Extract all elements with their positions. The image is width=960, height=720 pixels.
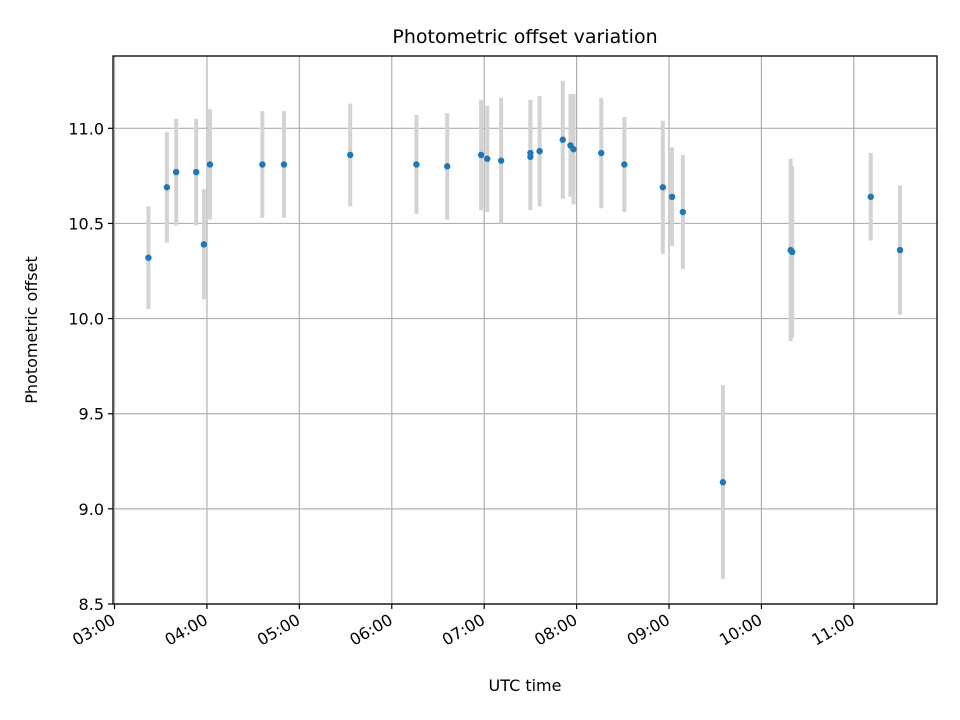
- x-tick-label: 03:00: [69, 610, 118, 650]
- data-point: [497, 157, 505, 164]
- data-point: [668, 193, 676, 201]
- x-tick-label: 10:00: [716, 610, 765, 650]
- data-point: [280, 161, 288, 168]
- data-point: [172, 168, 180, 176]
- data-point: [679, 208, 687, 216]
- data-point: [527, 149, 534, 157]
- data-point: [719, 479, 727, 486]
- data-point: [559, 136, 566, 143]
- data-point: [413, 161, 420, 168]
- data-point: [163, 184, 171, 191]
- y-axis-label: Photometric offset: [22, 256, 41, 404]
- data-point: [259, 161, 266, 168]
- x-tick-label: 09:00: [624, 610, 673, 650]
- y-tick-label: 9.5: [79, 405, 104, 424]
- data-point: [659, 184, 667, 191]
- tick-layer: 03:00 04:00 05:00 06:00 07:00 08:00 09:00 10:00…: [68, 119, 857, 649]
- data-point: [621, 161, 628, 168]
- x-tick-label: 07:00: [439, 610, 488, 650]
- x-tick-label: 11:00: [808, 610, 857, 650]
- data-point: [192, 168, 200, 176]
- data-point: [867, 193, 874, 201]
- data-point: [896, 246, 904, 254]
- x-axis-label: UTC time: [489, 676, 562, 695]
- errorbar-layer: [146, 80, 903, 580]
- x-tick-label: 08:00: [531, 610, 580, 650]
- x-tick-label: 05:00: [254, 610, 303, 650]
- grid-layer: [113, 56, 937, 605]
- plot-area-frame: [112, 55, 938, 605]
- data-point: [477, 151, 485, 159]
- y-tick-label: 10.0: [68, 310, 104, 329]
- y-tick-label: 10.5: [68, 214, 104, 233]
- data-point: [789, 248, 796, 256]
- y-tick-label: 11.0: [68, 119, 104, 138]
- data-point: [598, 149, 605, 157]
- data-point: [206, 161, 214, 168]
- y-tick-label: 8.5: [79, 595, 104, 614]
- data-point: [444, 163, 451, 170]
- data-point: [536, 147, 543, 155]
- data-point: [484, 155, 491, 162]
- data-point: [200, 241, 208, 248]
- data-point: [346, 151, 354, 159]
- data-point: [570, 146, 577, 153]
- x-tick-label: 04:00: [162, 610, 211, 650]
- y-tick-label: 9.0: [79, 500, 104, 519]
- point-layer: [145, 136, 904, 486]
- x-tick-label: 06:00: [346, 610, 395, 650]
- data-point: [145, 254, 152, 261]
- chart-title: Photometric offset variation: [392, 26, 657, 48]
